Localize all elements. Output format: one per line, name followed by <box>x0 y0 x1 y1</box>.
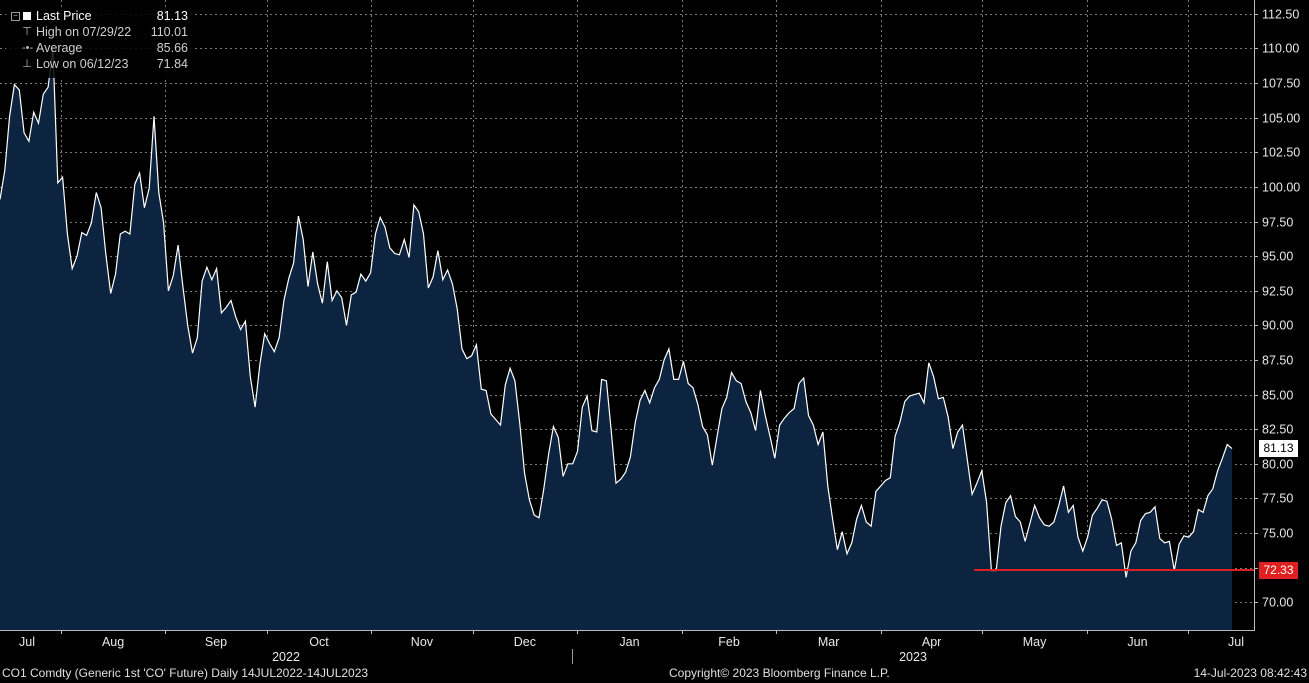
square-marker-icon <box>23 12 31 20</box>
x-tick-label: Jan <box>619 635 639 649</box>
legend-low: ⊥ Low on 06/12/23 71.84 <box>6 56 194 72</box>
x-tick-label: Jul <box>1228 635 1244 649</box>
low-price-box: 72.33 <box>1259 561 1298 579</box>
x-tick-label: Mar <box>818 635 840 649</box>
x-tick-label: Sep <box>205 635 227 649</box>
last-price-box: 81.13 <box>1259 440 1298 458</box>
x-tick-label: Jun <box>1127 635 1147 649</box>
legend-avg-value: 85.66 <box>156 41 188 55</box>
y-tick-label: 77.50 <box>1262 492 1293 506</box>
x-tick-label: Dec <box>514 635 536 649</box>
y-tick-label: 102.50 <box>1262 146 1300 160</box>
y-tick-label: 100.00 <box>1262 181 1300 195</box>
y-tick-label: 87.50 <box>1262 354 1293 368</box>
x-tick-label: Aug <box>102 635 124 649</box>
y-tick-label: 95.00 <box>1262 250 1293 264</box>
legend: − Last Price 81.13 ⊤ High on 07/29/22 11… <box>6 8 194 78</box>
price-area <box>0 48 1232 630</box>
footer-timestamp: 14-Jul-2023 08:42:43 <box>1193 666 1307 680</box>
legend-last-label: Last Price <box>36 9 92 23</box>
legend-low-value: 71.84 <box>156 57 188 71</box>
x-tick-label: Jul <box>19 635 35 649</box>
year-label: 2023 <box>899 650 927 664</box>
x-tick-label: Nov <box>411 635 434 649</box>
collapse-icon[interactable]: − <box>11 12 20 21</box>
y-tick-label: 85.00 <box>1262 389 1293 403</box>
x-tick-label: Feb <box>718 635 740 649</box>
price-line <box>0 48 1233 578</box>
legend-high-label: High on 07/29/22 <box>36 25 132 39</box>
year-label: 2022 <box>272 650 300 664</box>
x-tick-label: May <box>1023 635 1047 649</box>
y-tick-label: 107.50 <box>1262 77 1300 91</box>
footer-ticker: CO1 Comdty (Generic 1st 'CO' Future) Dai… <box>2 666 369 680</box>
y-axis: 112.50 110.00 107.50 105.00 102.50 100.00 97.5… <box>1254 8 1300 610</box>
y-tick-label: 75.00 <box>1262 527 1293 541</box>
y-tick-label: 80.00 <box>1262 458 1293 472</box>
y-tick-label: 70.00 <box>1262 596 1293 610</box>
legend-avg-label: Average <box>36 41 83 55</box>
x-tick-label: Apr <box>922 635 941 649</box>
legend-high: ⊤ High on 07/29/22 110.01 <box>6 24 194 40</box>
footer-copyright: Copyright© 2023 Bloomberg Finance L.P. <box>669 666 890 680</box>
y-tick-label: 82.50 <box>1262 423 1293 437</box>
legend-low-label: Low on 06/12/23 <box>36 57 129 71</box>
high-marker-icon: ⊤ <box>22 26 32 38</box>
y-tick-label: 110.00 <box>1262 42 1299 56</box>
y-tick-label: 112.50 <box>1262 8 1299 22</box>
x-axis: Jul Aug Sep Oct Nov Dec Jan Feb Mar Apr May Jun Jul 2… <box>19 630 1244 664</box>
low-marker-icon: ⊥ <box>22 58 32 70</box>
y-tick-label: 90.00 <box>1262 319 1293 333</box>
y-tick-label: 92.50 <box>1262 285 1293 299</box>
legend-average: -•- Average 85.66 <box>6 40 194 56</box>
x-tick-label: Oct <box>309 635 329 649</box>
y-tick-label: 97.50 <box>1262 216 1293 230</box>
average-marker-icon: -•- <box>22 42 34 54</box>
y-tick-label: 105.00 <box>1262 112 1300 126</box>
legend-high-value: 110.01 <box>150 25 188 39</box>
legend-last-value: 81.13 <box>156 9 188 23</box>
legend-last-price: − Last Price 81.13 <box>6 8 194 24</box>
